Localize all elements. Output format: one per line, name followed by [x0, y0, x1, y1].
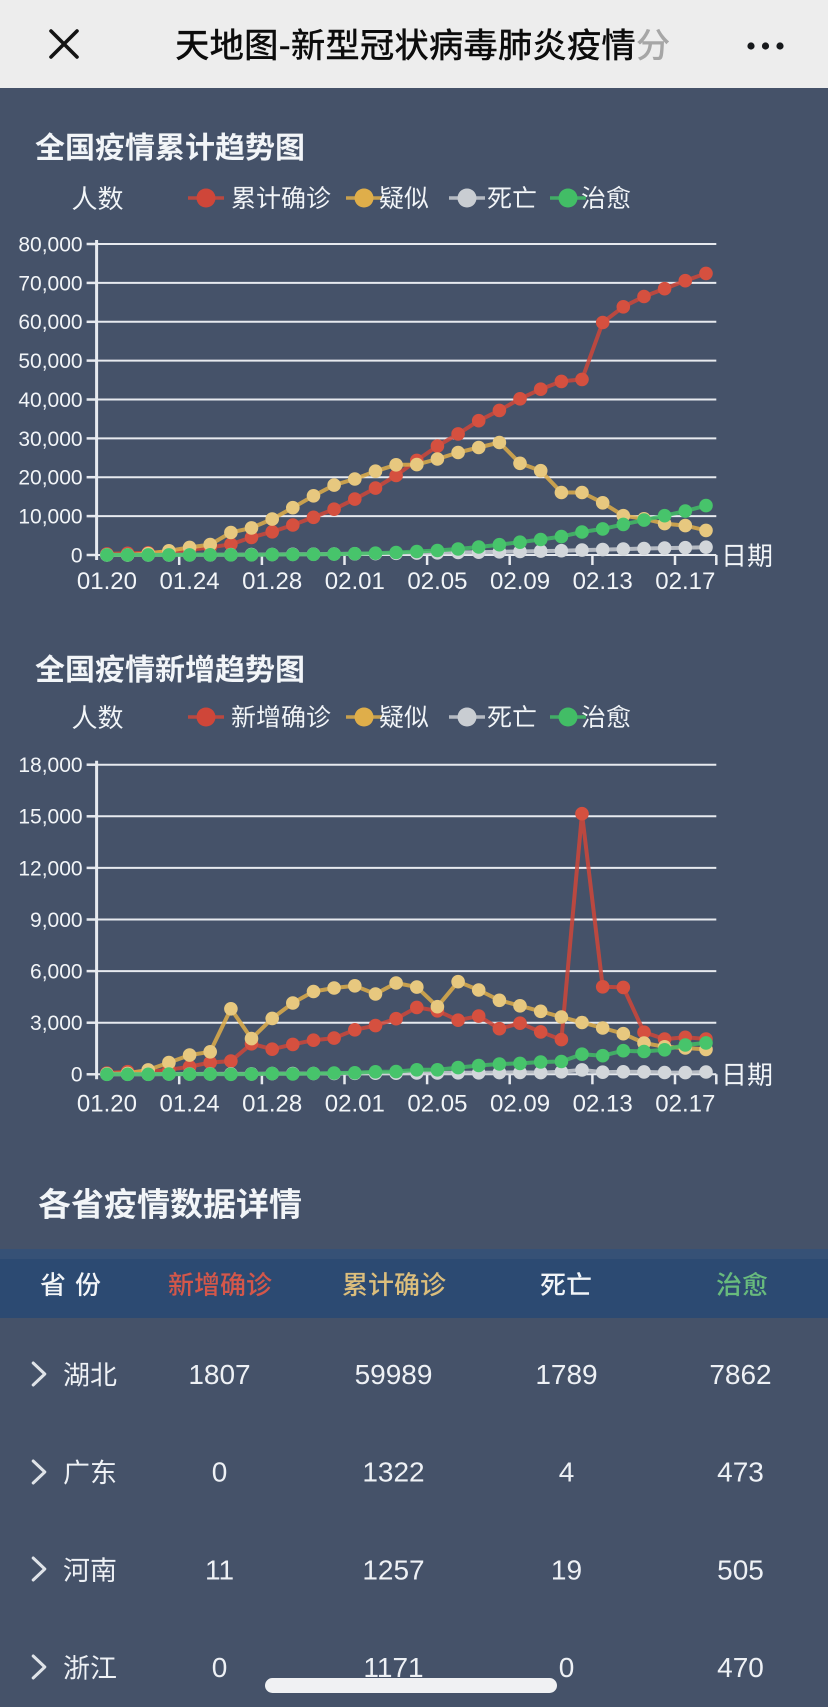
- svg-text:1322: 1322: [362, 1457, 424, 1488]
- svg-text:19: 19: [551, 1554, 582, 1585]
- svg-text:01.24: 01.24: [160, 568, 220, 595]
- svg-text:02.09: 02.09: [490, 568, 550, 595]
- svg-text:02.01: 02.01: [325, 568, 385, 595]
- svg-text:02.09: 02.09: [490, 1091, 550, 1118]
- svg-text:0: 0: [212, 1457, 228, 1488]
- svg-text:9,000: 9,000: [30, 909, 83, 932]
- svg-text:20,000: 20,000: [18, 467, 82, 490]
- svg-text:7862: 7862: [709, 1359, 771, 1390]
- svg-text:473: 473: [717, 1457, 764, 1488]
- svg-text:0: 0: [212, 1652, 228, 1683]
- svg-text:1789: 1789: [535, 1359, 597, 1390]
- svg-text:01.20: 01.20: [77, 1091, 137, 1118]
- svg-text:02.05: 02.05: [407, 568, 467, 595]
- svg-text:30,000: 30,000: [18, 428, 82, 451]
- svg-text:01.20: 01.20: [77, 568, 137, 595]
- svg-text:70,000: 70,000: [18, 272, 82, 295]
- svg-text:12,000: 12,000: [18, 857, 82, 880]
- svg-text:50,000: 50,000: [18, 350, 82, 373]
- svg-text:01.28: 01.28: [242, 568, 302, 595]
- svg-text:02.05: 02.05: [407, 1091, 467, 1118]
- svg-text:3,000: 3,000: [30, 1012, 83, 1035]
- svg-text:10,000: 10,000: [18, 506, 82, 529]
- svg-text:01.24: 01.24: [160, 1091, 220, 1118]
- svg-text:505: 505: [717, 1554, 764, 1585]
- svg-text:02.13: 02.13: [573, 568, 633, 595]
- svg-text:1807: 1807: [188, 1359, 250, 1390]
- svg-text:1171: 1171: [363, 1652, 423, 1683]
- svg-text:0: 0: [559, 1652, 575, 1683]
- svg-text:60,000: 60,000: [18, 311, 82, 334]
- svg-text:02.17: 02.17: [655, 568, 715, 595]
- svg-text:0: 0: [71, 544, 83, 567]
- svg-text:470: 470: [717, 1652, 764, 1683]
- svg-text:01.28: 01.28: [242, 1091, 302, 1118]
- svg-text:18,000: 18,000: [18, 754, 82, 777]
- svg-text:02.13: 02.13: [573, 1091, 633, 1118]
- svg-text:0: 0: [71, 1064, 83, 1087]
- svg-text:40,000: 40,000: [18, 389, 82, 412]
- svg-text:02.01: 02.01: [325, 1091, 385, 1118]
- svg-text:80,000: 80,000: [18, 233, 82, 256]
- svg-text:15,000: 15,000: [18, 806, 82, 829]
- svg-text:59989: 59989: [355, 1359, 433, 1390]
- svg-text:6,000: 6,000: [30, 961, 83, 984]
- svg-text:02.17: 02.17: [655, 1091, 715, 1118]
- svg-text:11: 11: [205, 1554, 234, 1585]
- svg-text:4: 4: [559, 1457, 575, 1488]
- svg-text:1257: 1257: [362, 1554, 424, 1585]
